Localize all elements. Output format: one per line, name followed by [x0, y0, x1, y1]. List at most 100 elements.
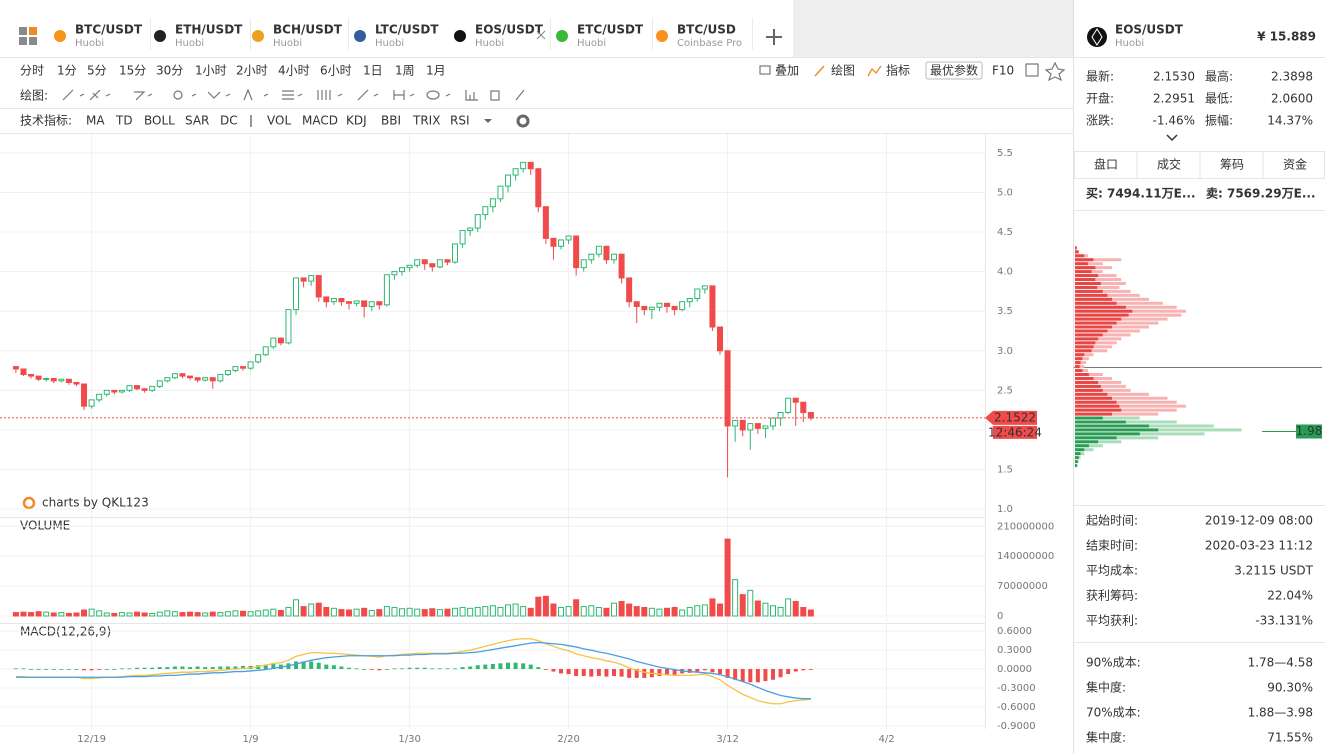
- tab-exchange[interactable]: Huobi: [475, 38, 504, 49]
- candle-body: [262, 346, 269, 356]
- volume-bar: [686, 606, 693, 617]
- tab-exchange[interactable]: Huobi: [75, 38, 104, 49]
- drawing-tools[interactable]: [62, 88, 525, 101]
- period-button[interactable]: 6小时: [320, 64, 352, 78]
- candle-body: [224, 370, 231, 376]
- volume-bar: [156, 611, 163, 617]
- indicator-button[interactable]: TD: [115, 114, 133, 128]
- chip-bar-light: [1075, 301, 1163, 305]
- period-button[interactable]: 4小时: [278, 64, 310, 78]
- candle-body: [618, 253, 625, 279]
- dropdown-arrow[interactable]: [484, 119, 492, 123]
- macd-histogram: [551, 669, 556, 672]
- tab-exchange[interactable]: Huobi: [375, 38, 404, 49]
- settings-icon[interactable]: [516, 114, 530, 128]
- expand-arrow[interactable]: [1166, 134, 1178, 142]
- indicator-button[interactable]: 指标: [886, 63, 910, 78]
- tab-name[interactable]: BTC/USDT: [75, 23, 143, 37]
- best-params-box[interactable]: [925, 61, 983, 80]
- side-tab[interactable]: 盘口: [1094, 157, 1118, 172]
- candle-body: [20, 368, 27, 376]
- overlay-icon[interactable]: [759, 65, 771, 75]
- side-tab[interactable]: 资金: [1283, 157, 1307, 172]
- chip-bar: [1075, 297, 1112, 301]
- tab-name[interactable]: EOS/USDT: [475, 23, 544, 37]
- tab-exchange[interactable]: Huobi: [577, 38, 606, 49]
- candle-body: [679, 301, 686, 311]
- stat-label: 最高:: [1205, 69, 1233, 84]
- volume-bar: [648, 607, 655, 617]
- period-button[interactable]: 1月: [426, 64, 446, 78]
- fullscreen-icon[interactable]: [1025, 63, 1039, 77]
- volume-bar: [187, 611, 194, 617]
- tab-name[interactable]: BTC/USD: [677, 23, 736, 37]
- draw-button[interactable]: 绘图: [831, 63, 855, 78]
- indicator-button[interactable]: DC: [220, 114, 238, 128]
- tab-exchange[interactable]: Huobi: [273, 38, 302, 49]
- period-button[interactable]: 5分: [87, 64, 107, 78]
- y-tick-label: -0.9000: [997, 721, 1036, 732]
- tab-exchange[interactable]: Coinbase Pro: [677, 38, 742, 49]
- panel-title: VOLUME: [20, 519, 70, 533]
- chip-bar: [1075, 274, 1099, 278]
- tab-icon: [54, 30, 66, 42]
- tab-name[interactable]: LTC/USDT: [375, 23, 439, 37]
- indicator-button[interactable]: BBI: [381, 114, 401, 128]
- period-button[interactable]: 分时: [20, 64, 44, 78]
- candle-body: [96, 393, 103, 401]
- candle-body: [542, 206, 549, 239]
- tab-name[interactable]: ETH/USDT: [175, 23, 243, 37]
- period-button[interactable]: 1小时: [195, 64, 227, 78]
- x-tick-label: 4/2: [879, 734, 895, 745]
- indicator-button[interactable]: BOLL: [144, 114, 175, 128]
- macd-histogram: [210, 667, 215, 670]
- candle-body: [580, 259, 587, 269]
- f10-button[interactable]: F10: [992, 64, 1014, 78]
- side-tab[interactable]: 筹码: [1220, 158, 1244, 172]
- period-button[interactable]: 15分: [119, 64, 146, 78]
- chip-bar-light: [1075, 341, 1117, 345]
- add-tab[interactable]: [766, 29, 782, 45]
- indicator-button[interactable]: TRIX: [412, 114, 440, 128]
- last-price-tag: [985, 410, 1037, 425]
- tab-exchange[interactable]: Huobi: [175, 38, 204, 49]
- candle-body: [686, 298, 693, 303]
- period-button[interactable]: 1分: [57, 64, 77, 78]
- macd-histogram: [460, 667, 465, 670]
- chip-bar: [1075, 404, 1120, 408]
- period-button[interactable]: 1周: [395, 64, 415, 78]
- tab-name[interactable]: ETC/USDT: [577, 23, 644, 37]
- volume-bar: [88, 608, 95, 617]
- indicator-icon[interactable]: [867, 65, 882, 77]
- indicator-button[interactable]: KDJ: [346, 114, 367, 128]
- indicator-button[interactable]: MACD: [302, 114, 338, 128]
- period-button[interactable]: 2小时: [236, 64, 268, 78]
- tab-name[interactable]: BCH/USDT: [273, 23, 343, 37]
- overlay-button[interactable]: 叠加: [775, 64, 799, 78]
- chip-bar: [1075, 460, 1078, 464]
- tab-icon: [454, 30, 466, 42]
- detail-value: 22.04%: [1267, 589, 1313, 603]
- side-tab[interactable]: 成交: [1157, 157, 1181, 172]
- chip-bar: [1075, 365, 1080, 369]
- volume-bar: [35, 611, 42, 617]
- macd-histogram: [437, 668, 442, 670]
- candle-body: [595, 245, 602, 255]
- y-tick-label: 5.5: [997, 148, 1013, 159]
- indicator-button[interactable]: VOL: [267, 114, 291, 128]
- macd-histogram: [66, 669, 71, 670]
- period-button[interactable]: 1日: [363, 64, 383, 78]
- indicator-button[interactable]: RSI: [450, 114, 470, 128]
- draw-icon[interactable]: [814, 65, 825, 77]
- indicator-button[interactable]: SAR: [185, 114, 209, 128]
- star-icon[interactable]: [1044, 61, 1066, 82]
- period-button[interactable]: 30分: [156, 64, 183, 78]
- macd-histogram: [521, 663, 526, 670]
- menu-icon[interactable]: [19, 27, 37, 45]
- best-params-button[interactable]: 最优参数: [930, 63, 978, 78]
- volume-bar: [520, 606, 527, 617]
- indicator-button[interactable]: MA: [86, 114, 105, 128]
- chip-bar: [1075, 396, 1112, 400]
- tab-close[interactable]: [536, 30, 546, 40]
- volume-bar: [20, 611, 27, 617]
